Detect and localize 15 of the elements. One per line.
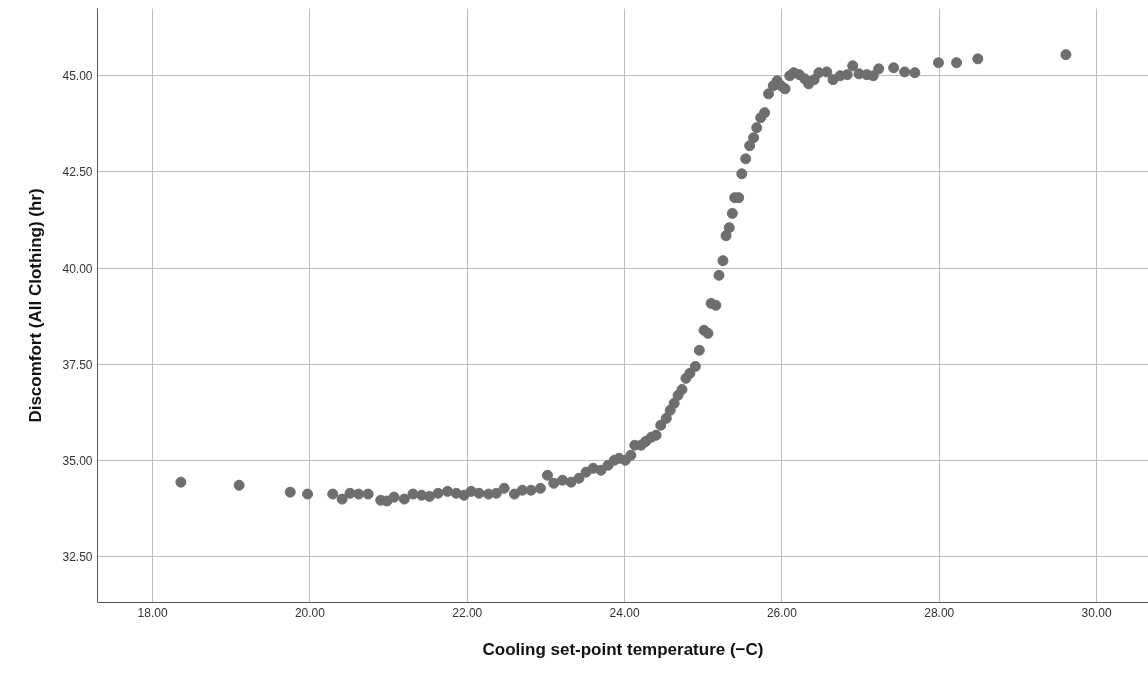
x-tick-label: 24.00	[609, 605, 640, 620]
y-tick-label: 42.50	[62, 165, 93, 180]
y-tick-label: 37.50	[62, 357, 93, 372]
x-tick-label: 28.00	[924, 605, 955, 620]
x-tick-label: 18.00	[137, 605, 168, 620]
x-tick-label: 20.00	[294, 605, 326, 620]
y-tick-label: 40.00	[62, 261, 93, 276]
x-tick-label: 26.00	[766, 605, 798, 620]
y-tick-label: 35.00	[62, 453, 93, 468]
x-tick-label: 30.00	[1081, 605, 1112, 620]
y-tick-label: 45.00	[62, 69, 93, 84]
y-tick-label: 32.50	[62, 549, 93, 564]
y-axis-title: Discomfort (All Clothing) (hr)	[26, 188, 46, 423]
x-tick-label: 22.00	[452, 605, 483, 620]
x-axis-title: Cooling set-point temperature (−C)	[482, 639, 764, 659]
